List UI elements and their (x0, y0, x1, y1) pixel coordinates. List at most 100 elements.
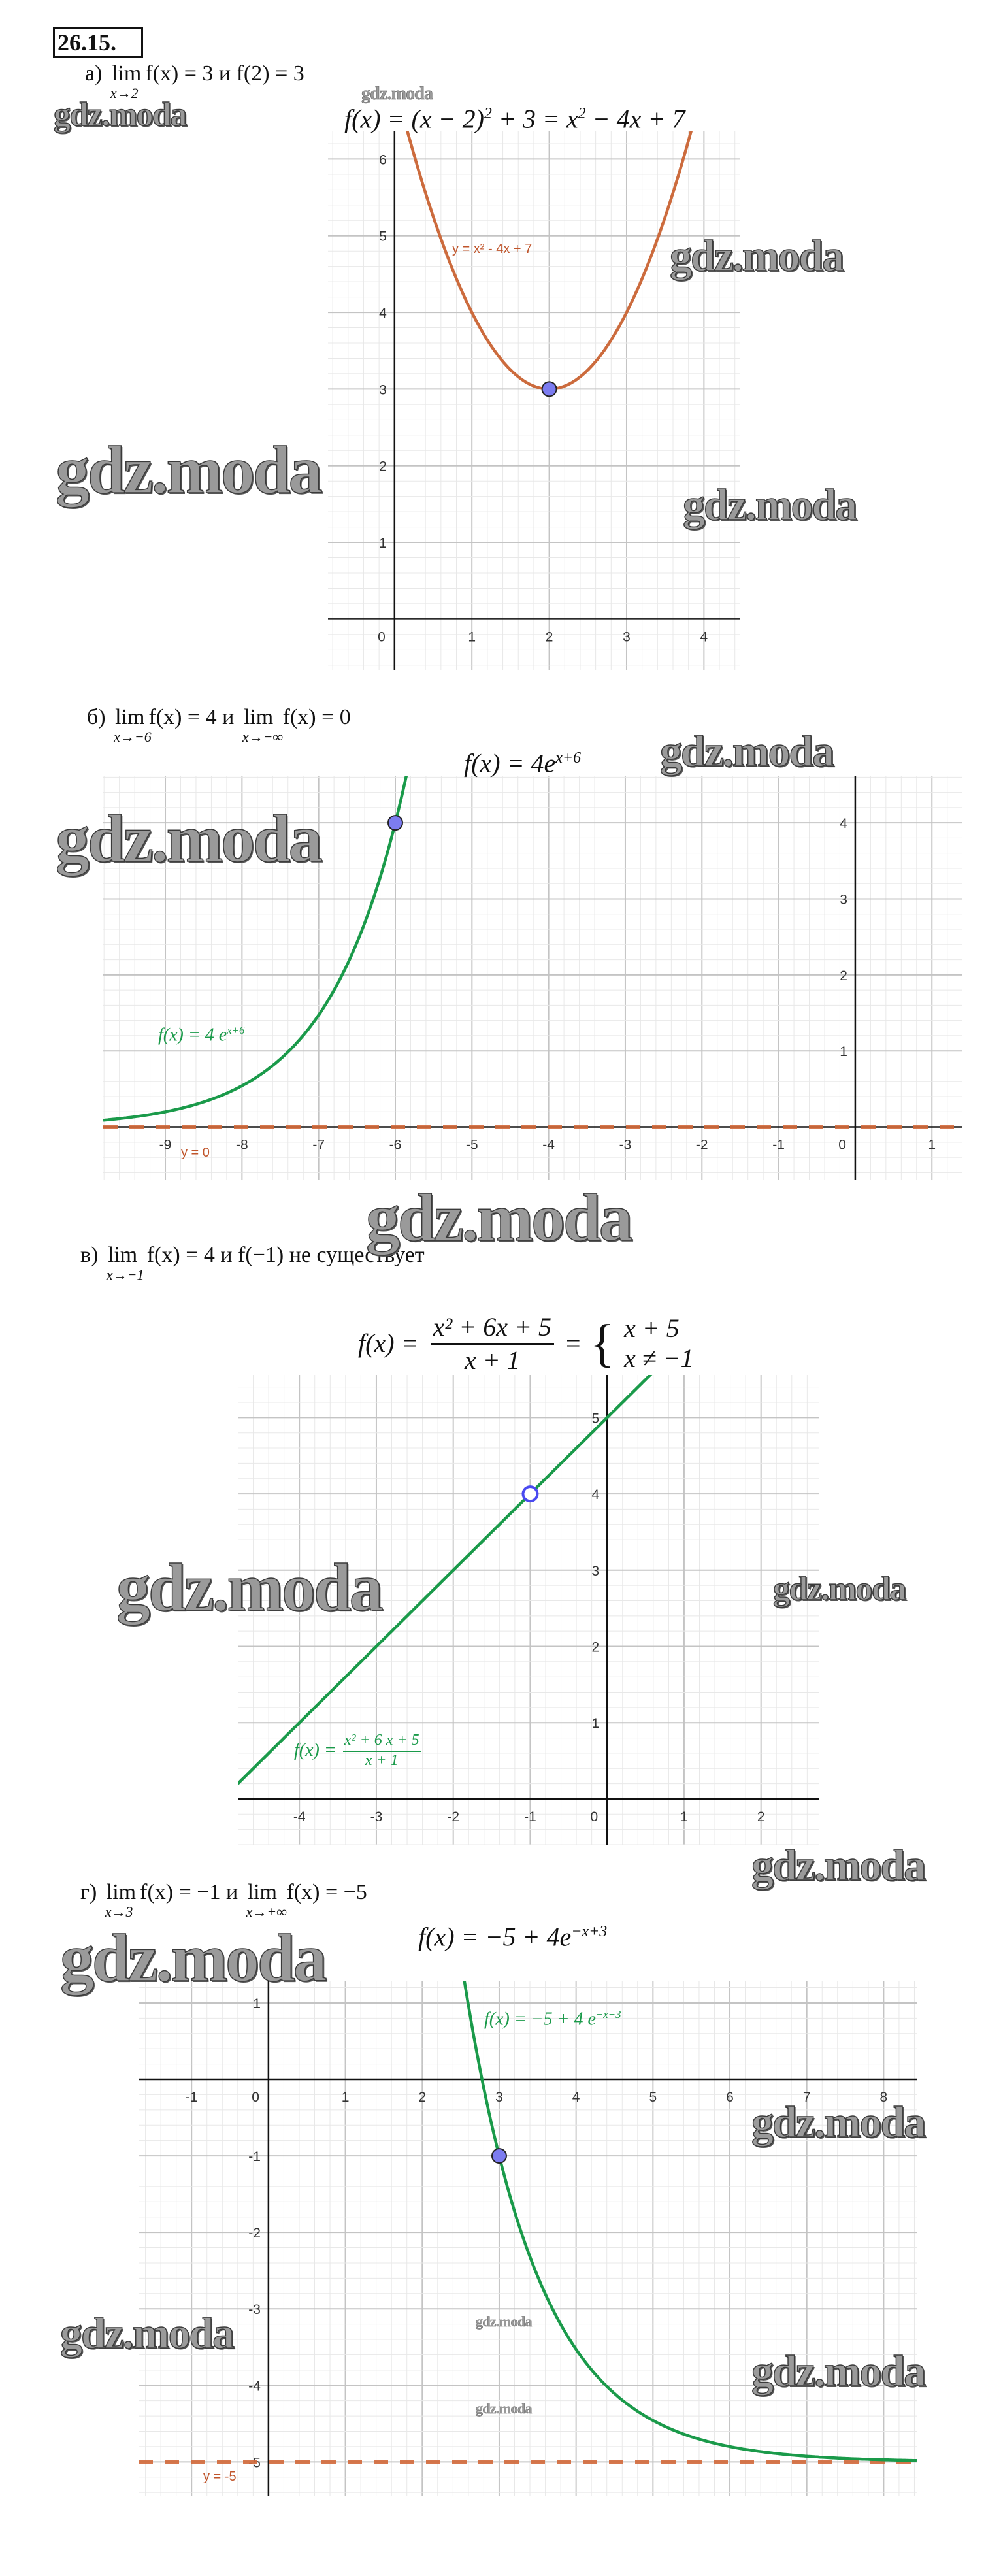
y-tick-label: 4 (840, 816, 847, 831)
y-tick-label: -2 (248, 2226, 261, 2241)
x-tick-label: 5 (649, 2090, 657, 2105)
curve-label-d-main: f(x) = −5 + 4 e (484, 2009, 596, 2030)
y-tick-label: 3 (840, 892, 847, 907)
x-tick-label: 1 (680, 1809, 688, 1825)
plot-area: -4 -3 -2 -1 0 1 2 1 2 3 4 5 (238, 1375, 819, 1845)
y-tick-label: 5 (592, 1411, 600, 1426)
watermark: gdz.moda (365, 1180, 633, 1256)
watermark: gdz.moda (682, 479, 858, 530)
limit-operator: lim x→−6 (114, 705, 152, 746)
formula-c-eq: = (565, 1329, 581, 1358)
x-tick-label: -2 (696, 1138, 708, 1153)
condition-a: а) lim x→2 f(x) = 3 и f(2) = 3 (85, 61, 304, 102)
hollow-point (521, 1485, 539, 1503)
math-text: f(x) = 3 и f(2) = 3 (145, 61, 304, 86)
x-tick-label: -8 (236, 1138, 248, 1153)
lim-text: lim (243, 705, 274, 729)
watermark: gdz.moda (659, 725, 835, 776)
formula-c-case1: x + 5 (623, 1313, 680, 1343)
curve-label-c-lhs: f(x) = (294, 1740, 336, 1760)
condition-b: б) lim x→−6 f(x) = 4 и lim x→−∞ f(x) = 0 (87, 705, 351, 746)
y-tick-label: 3 (592, 1564, 600, 1579)
curve-label-a: y = x² - 4x + 7 (452, 242, 533, 256)
lim-text: lim (115, 705, 145, 729)
y-tick-label: 1 (592, 1716, 600, 1731)
limit-operator: lim x→−∞ (242, 705, 283, 746)
y-tick-label: 1 (253, 1996, 261, 2011)
math-text: f(x) = −5 (280, 1880, 367, 1904)
y-tick-label: -4 (248, 2379, 261, 2394)
curve-label-b: f(x) = 4 ex+6 (158, 1024, 244, 1046)
math-text: f(x) = 4e (464, 748, 556, 778)
watermark: gdz.moda (59, 2307, 235, 2358)
y-tick-label: 4 (379, 306, 387, 321)
x-tick-label: 1 (342, 2090, 350, 2105)
math-text: г) (80, 1880, 103, 1904)
watermark: gdz.moda (751, 2096, 927, 2147)
x-tick-label: -9 (159, 1138, 172, 1153)
watermark: gdz.moda (669, 230, 845, 281)
x-tick-label: 2 (546, 629, 553, 644)
y-tick-label: 4 (592, 1487, 600, 1502)
y-tick-label: 1 (379, 536, 387, 551)
limit-operator: lim x→+∞ (246, 1881, 287, 1921)
lim-text: lim (111, 61, 142, 86)
lim-subscript: x→−1 (106, 1266, 144, 1283)
curve-label-b-main: f(x) = 4 e (158, 1025, 227, 1046)
x-tick-label: 4 (572, 2090, 580, 2105)
watermark: gdz.moda (55, 432, 323, 508)
math-text: б) (87, 705, 112, 729)
x-tick-label: 1 (468, 629, 476, 644)
limit-operator: lim x→2 (110, 61, 142, 102)
filled-point (541, 381, 557, 397)
x-tick-label: 0 (252, 2090, 259, 2105)
x-tick-label: -1 (772, 1138, 785, 1153)
function-curve (463, 1981, 917, 2462)
formula-c: f(x) = x² + 6x + 5 x + 1 = { x + 5 x ≠ −… (358, 1313, 694, 1374)
formula-a: f(x) = (x − 2)2 + 3 = x2 − 4x + 7 (344, 101, 685, 132)
watermark: gdz.moda (55, 801, 323, 877)
x-tick-label: 0 (591, 1809, 599, 1825)
y-tick-label: -1 (248, 2149, 261, 2164)
x-tick-label: -2 (447, 1809, 459, 1825)
formula-d: f(x) = −5 + 4e−x+3 (418, 1919, 607, 1950)
x-tick-label: 6 (726, 2090, 734, 2105)
math-text: f(x) = (x − 2) (344, 104, 484, 134)
math-text: f(x) = −1 и (140, 1880, 244, 1904)
formula-c-denominator: x + 1 (464, 1345, 520, 1375)
function-curve (103, 776, 408, 1122)
x-tick-label: 3 (623, 629, 631, 644)
x-tick-label: -3 (619, 1138, 632, 1153)
formula-c-case2: x ≠ −1 (623, 1344, 694, 1373)
y-tick-label: 6 (379, 152, 387, 167)
filled-point (491, 2148, 507, 2164)
math-exponent: 2 (578, 105, 586, 122)
watermark: gdz.moda (772, 1570, 907, 1608)
y-tick-label: 5 (379, 229, 387, 244)
lim-text: lim (107, 1243, 138, 1267)
math-text: f(x) = −5 + 4e (418, 1922, 572, 1952)
formula-c-fraction: x² + 6x + 5 x + 1 (430, 1313, 554, 1375)
y-tick-label: 2 (592, 1640, 600, 1655)
condition-c: в) lim x→−1 f(x) = 4 и f(−1) не существуе… (80, 1243, 425, 1283)
curve-label-c-numerator: x² + 6 x + 5 (342, 1732, 421, 1752)
math-exponent: −x+3 (571, 1923, 608, 1940)
curve-label-d: f(x) = −5 + 4 e−x+3 (484, 2008, 621, 2030)
lim-text: lim (106, 1880, 137, 1904)
watermark: gdz.moda (751, 2345, 927, 2396)
x-tick-label: 1 (928, 1138, 936, 1153)
math-text: а) (85, 61, 108, 86)
math-exponent: 2 (484, 105, 492, 122)
filled-point (387, 815, 403, 831)
formula-c-lhs: f(x) = (358, 1329, 419, 1358)
plot-area: -9 -8 -7 -6 -5 -4 -3 -2 -1 0 1 1 2 3 4 (103, 776, 962, 1180)
x-tick-label: -1 (524, 1809, 536, 1825)
asymptote-label-d: y = -5 (203, 2469, 237, 2484)
y-tick-label: -3 (248, 2302, 261, 2317)
x-tick-label: 8 (880, 2090, 888, 2105)
math-text: f(x) = 0 (277, 705, 351, 729)
y-tick-label: 3 (379, 382, 387, 397)
